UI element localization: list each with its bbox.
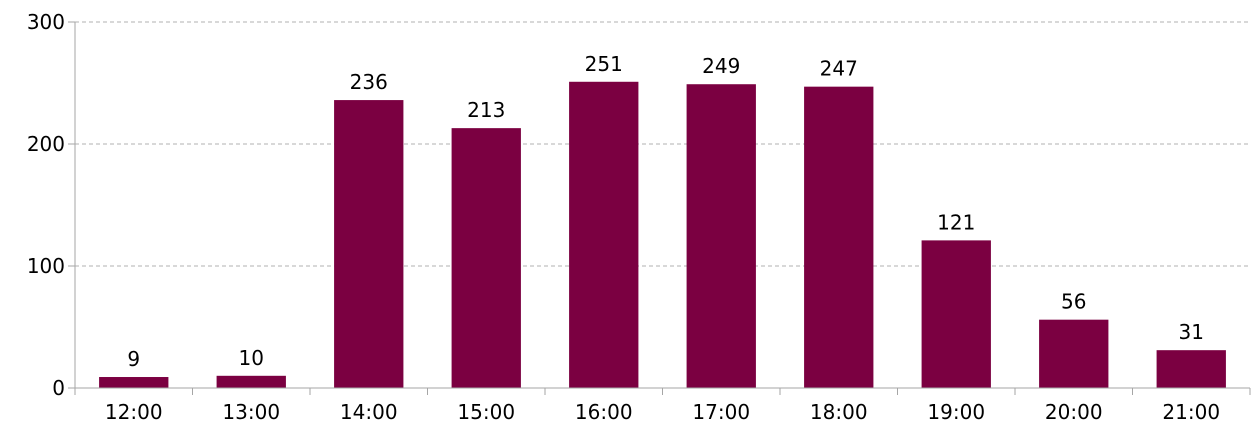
bar-1500 [451, 128, 521, 388]
data-label: 251 [585, 52, 623, 76]
data-label: 9 [127, 347, 140, 371]
bar-2000 [1039, 319, 1109, 388]
x-tick-label: 18:00 [810, 400, 868, 424]
x-tick-label: 16:00 [575, 400, 633, 424]
labels: 0 100 200 300 9 12:00 10 13:00 236 14:00 213 15:00 2… [27, 10, 1220, 424]
bars [99, 81, 1226, 388]
y-tick-label: 200 [27, 132, 65, 156]
data-label: 121 [937, 210, 975, 234]
bar-1800 [804, 86, 874, 388]
x-tick-label: 20:00 [1045, 400, 1103, 424]
bar-1300 [216, 375, 286, 388]
data-label: 213 [467, 98, 505, 122]
data-label: 56 [1061, 290, 1086, 314]
data-label: 247 [820, 57, 858, 81]
axes [68, 21, 1251, 395]
bar-1600 [569, 81, 639, 388]
x-tick-label: 15:00 [457, 400, 515, 424]
x-tick-label: 19:00 [927, 400, 985, 424]
y-tick-label: 100 [27, 254, 65, 278]
data-label: 249 [702, 54, 740, 78]
bar-1700 [686, 84, 756, 388]
bar-1900 [921, 240, 991, 388]
data-label: 236 [350, 70, 388, 94]
x-tick-label: 17:00 [692, 400, 750, 424]
x-tick-label: 12:00 [105, 400, 163, 424]
x-tick-label: 14:00 [340, 400, 398, 424]
y-tick-label: 300 [27, 10, 65, 34]
y-tick-label: 0 [52, 376, 65, 400]
x-tick-label: 21:00 [1162, 400, 1220, 424]
grid-lines [75, 21, 1250, 267]
data-label: 10 [239, 346, 264, 370]
bar-1200 [99, 377, 169, 388]
data-label: 31 [1179, 320, 1204, 344]
bar-2100 [1156, 350, 1226, 388]
x-tick-label: 13:00 [222, 400, 280, 424]
bar-1400 [334, 100, 404, 388]
